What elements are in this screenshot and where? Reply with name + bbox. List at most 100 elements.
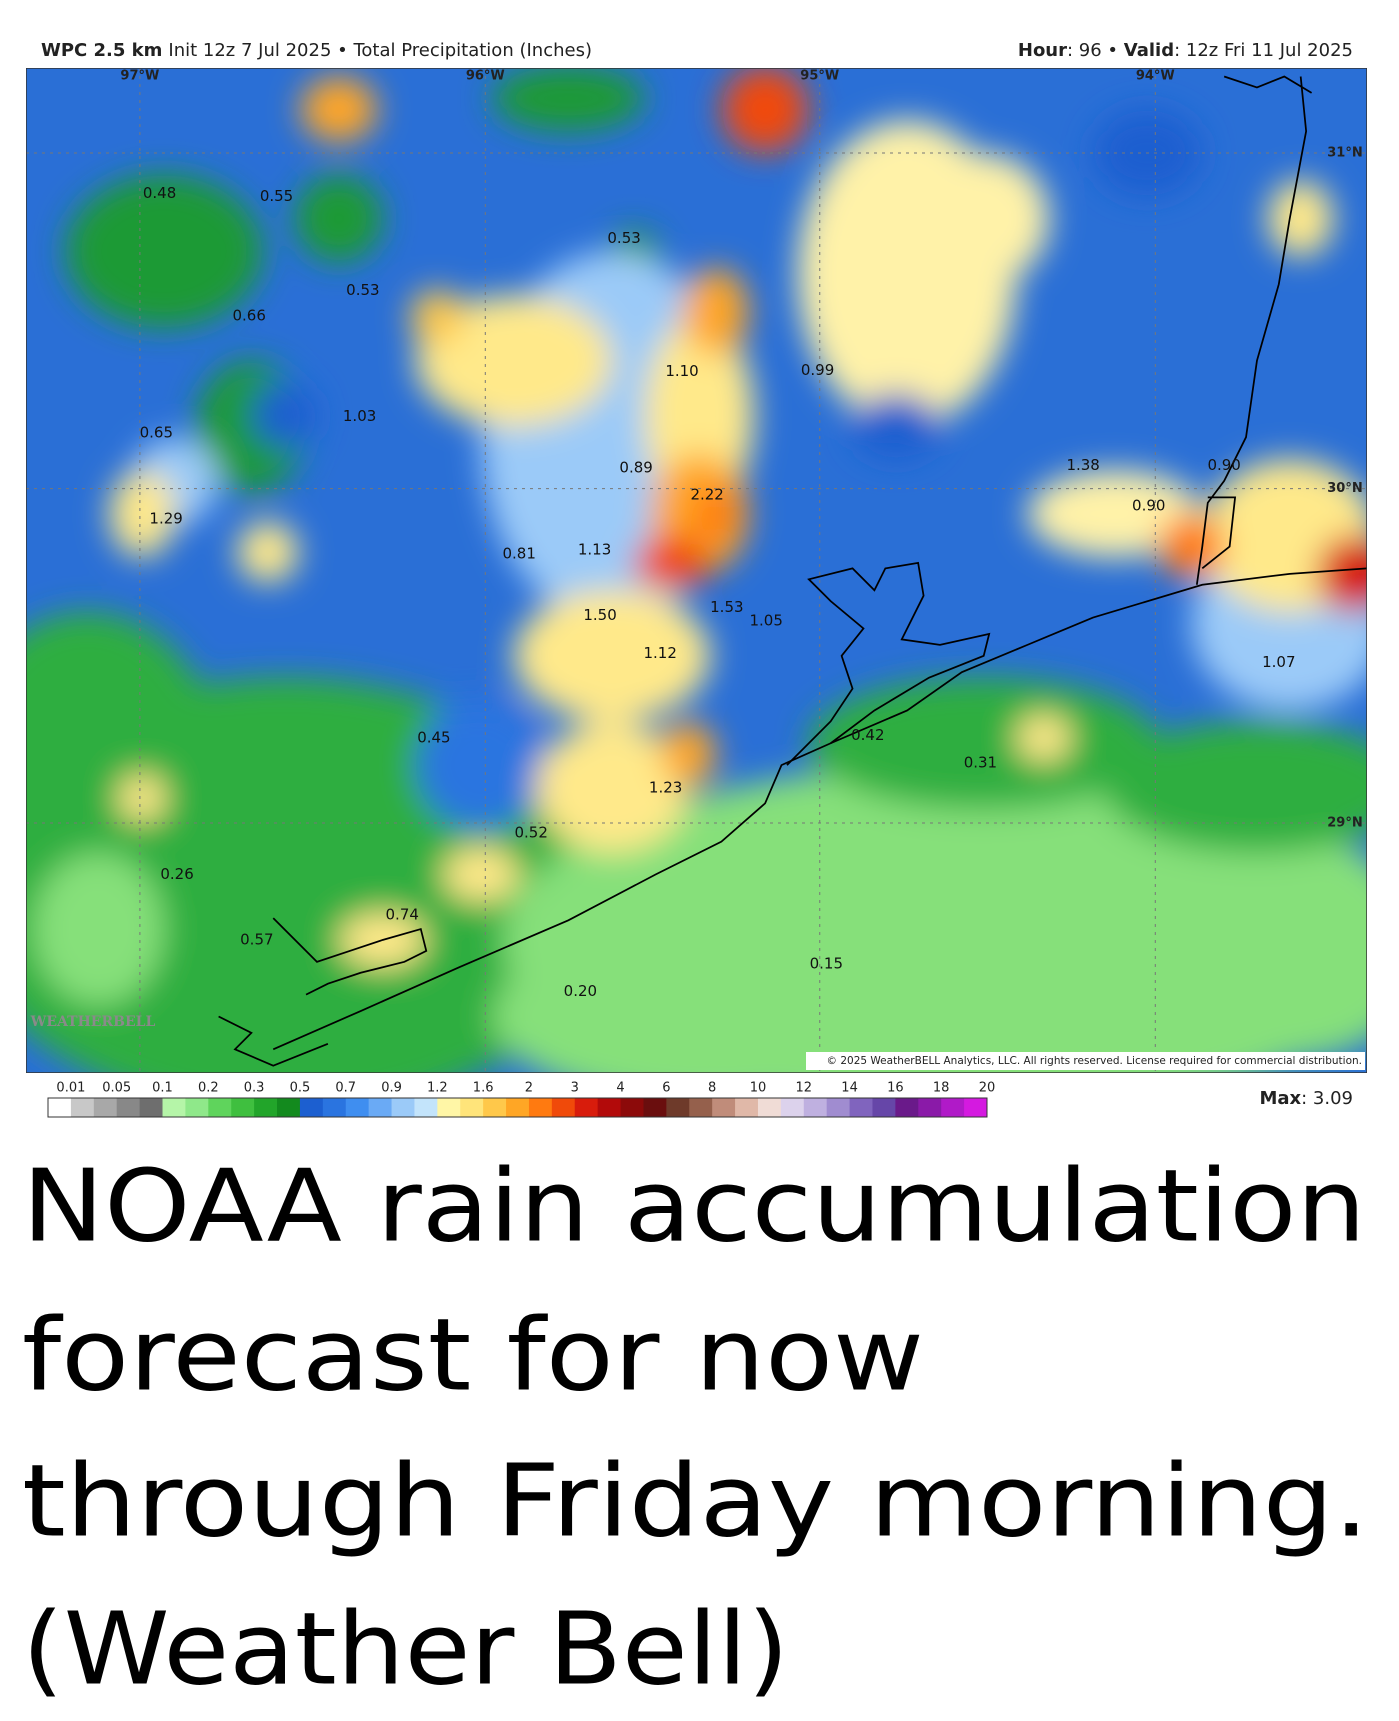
legend-swatch: [826, 1098, 851, 1117]
bay-outline: [272, 917, 428, 996]
legend-swatch: [551, 1098, 576, 1117]
river: [1223, 75, 1313, 94]
legend-swatch: [460, 1098, 484, 1117]
point-label: 0.53: [346, 281, 379, 299]
legend-swatch: [574, 1098, 599, 1117]
legend-tick: 14: [841, 1081, 858, 1096]
longitude-label: 94°W: [1136, 69, 1175, 84]
coast-line: [218, 1015, 329, 1067]
legend-swatch: [757, 1098, 782, 1117]
legend-tick: 0.05: [102, 1081, 131, 1096]
legend-tick: 2: [525, 1081, 533, 1096]
precip-area: [415, 295, 613, 427]
legend-swatch: [277, 1098, 301, 1117]
legend-swatch: [368, 1098, 393, 1117]
legend-swatch: [506, 1098, 530, 1117]
precip-area: [295, 174, 383, 263]
legend-tick: 0.5: [290, 1081, 311, 1096]
point-label: 1.03: [343, 407, 376, 425]
point-label: 0.26: [160, 865, 193, 883]
longitude-label: 95°W: [800, 69, 839, 84]
legend-swatch: [712, 1098, 736, 1117]
legend-tick: 6: [662, 1081, 670, 1096]
point-label: 0.90: [1207, 456, 1240, 474]
max: Max: 3.09: [1259, 1088, 1353, 1109]
legend-swatch: [70, 1098, 95, 1117]
precip-area: [721, 68, 809, 154]
point-label: 0.66: [233, 306, 266, 324]
copyright-bg: [806, 1052, 1365, 1070]
point-label: 0.52: [514, 823, 547, 841]
point-label: 1.23: [649, 779, 682, 797]
precip-area: [1016, 713, 1072, 762]
precip-area: [237, 521, 299, 583]
precip-area: [683, 267, 749, 356]
legend-swatch: [208, 1098, 232, 1117]
legend-tick: 3: [571, 1081, 579, 1096]
point-label: 0.74: [386, 905, 419, 923]
map: 0.48 0.55 0.53 0.53 0.66 1.10 0.99 1.03 0.65 0.89…: [26, 68, 1367, 1073]
legend-swatch: [322, 1098, 347, 1117]
coast-line: [272, 567, 1367, 1051]
caption-line: NOAA rain accumulation: [22, 1147, 1366, 1264]
point-labels: 0.48 0.55 0.53 0.53 0.66 1.10 0.99 1.03 0.65 0.89…: [140, 184, 1296, 1000]
precip-area: [513, 590, 711, 722]
legend-tick: 0.1: [152, 1081, 173, 1096]
legend-swatch: [93, 1098, 118, 1117]
point-label: 1.50: [583, 606, 616, 624]
point-label: 0.42: [851, 726, 884, 744]
point-label: 0.53: [607, 229, 640, 247]
precip-area: [409, 289, 465, 345]
precip-area: [535, 721, 689, 853]
precip-area: [808, 677, 1159, 809]
legend-tick: 1.6: [473, 1081, 494, 1096]
legend-swatch: [231, 1098, 255, 1117]
legend-tick: 0.9: [381, 1081, 402, 1096]
legend-swatch: [849, 1098, 873, 1117]
logo: WEATHERBELL: [30, 1014, 156, 1030]
legend-swatch: [254, 1098, 278, 1117]
caption-line: forecast for now: [22, 1296, 924, 1413]
copyright: © 2025 WeatherBELL Analytics, LLC. All r…: [827, 1055, 1362, 1067]
legend-swatch: [735, 1098, 759, 1117]
header-right: Hour: 96 • Valid: 12z Fri 11 Jul 2025: [1018, 40, 1353, 61]
point-label: 0.90: [1132, 497, 1165, 515]
legend-tick: 0.3: [244, 1081, 265, 1096]
point-label: 1.10: [665, 362, 698, 380]
point-label: 1.07: [1262, 653, 1295, 671]
precip-area: [491, 929, 929, 1073]
legend-swatch: [597, 1098, 622, 1117]
precip-area: [661, 721, 716, 787]
precip-area: [918, 153, 1050, 285]
legend-swatch: [643, 1098, 667, 1117]
precip-area: [633, 535, 711, 591]
state-line: [1195, 76, 1308, 585]
point-label: 0.65: [140, 423, 173, 441]
init: Init 12z 7 Jul 2025 • Total Precipitatio…: [168, 40, 592, 61]
legend: 0.01 0.05 0.1 0.2 0.3 0.5 0.7 0.9 1.2 1.6 2 3 4 6 8 10 1…: [47, 1081, 995, 1118]
legend-swatch: [872, 1098, 896, 1117]
legend-swatch: [941, 1098, 965, 1117]
hour-label: Hour: [1018, 40, 1067, 61]
precip-area: [442, 847, 520, 902]
legend-swatch: [895, 1098, 919, 1117]
precip-area: [1317, 535, 1367, 613]
precip-area: [491, 68, 645, 132]
legend-tick: 10: [750, 1081, 767, 1096]
model: WPC 2.5 km: [41, 40, 162, 61]
bay-outline: [786, 561, 991, 766]
valid: : 12z Fri 11 Jul 2025: [1174, 40, 1353, 61]
max-label: Max: [1259, 1088, 1301, 1109]
point-label: 0.57: [240, 930, 273, 948]
legend-swatch: [918, 1098, 942, 1117]
precip-area: [852, 393, 940, 460]
legend-tick: 18: [933, 1081, 950, 1096]
header-left: WPC 2.5 km Init 12z 7 Jul 2025 • Total Pr…: [41, 40, 592, 61]
legend-swatch: [620, 1098, 644, 1117]
point-label: 1.29: [149, 510, 182, 528]
hour: : 96 •: [1067, 40, 1124, 61]
caption-line: (Weather Bell): [22, 1590, 789, 1707]
precip-area: [26, 612, 219, 919]
legend-tick: 8: [708, 1081, 716, 1096]
